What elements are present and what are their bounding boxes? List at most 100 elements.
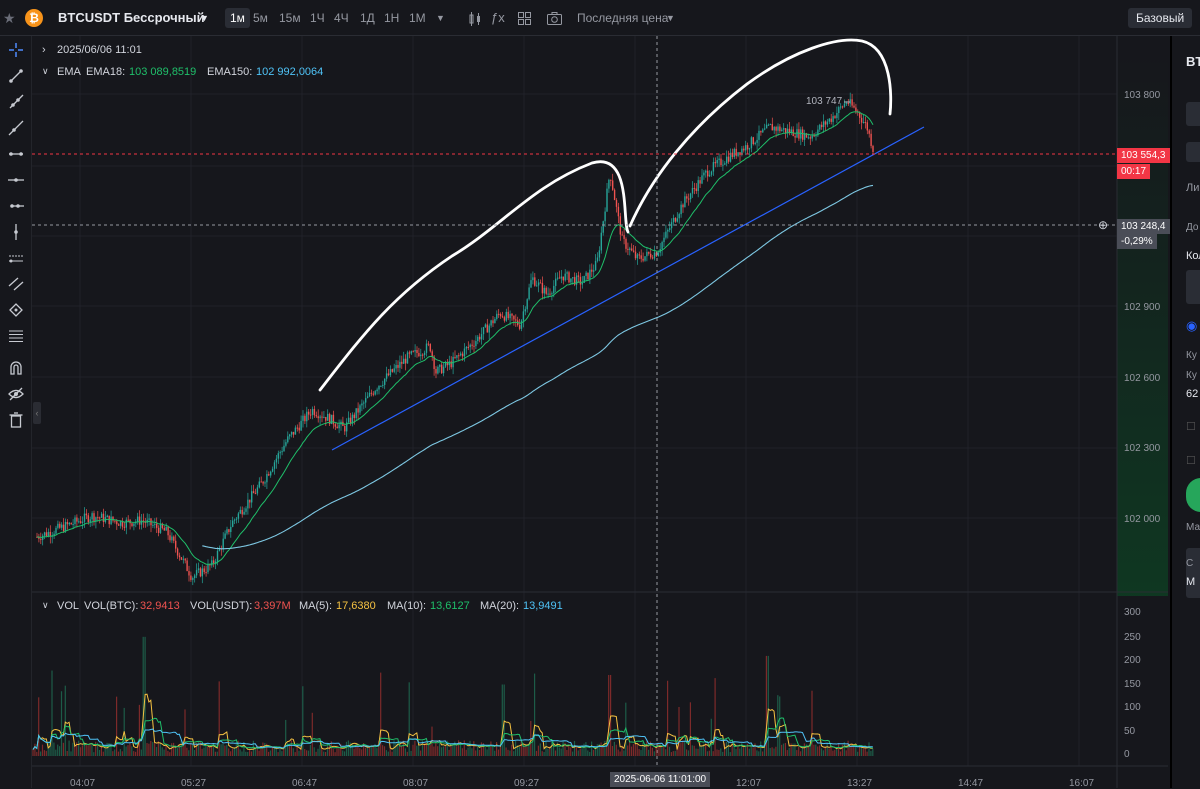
candle-body — [492, 320, 494, 324]
candle-body — [809, 137, 811, 139]
timeframe-1w[interactable]: 1Н — [384, 11, 400, 25]
extended-line-icon[interactable] — [6, 118, 26, 138]
volume-bar — [520, 740, 522, 756]
volume-bar — [193, 750, 196, 756]
candle-type-icon[interactable] — [468, 0, 482, 36]
fibonacci-icon[interactable] — [6, 326, 26, 346]
timeframe-1m[interactable]: 1м — [225, 8, 250, 28]
crosshair-icon[interactable] — [6, 40, 26, 60]
panel-input[interactable] — [1186, 270, 1200, 304]
volume-bar — [651, 747, 653, 756]
candle-body — [868, 130, 870, 134]
candle-body — [722, 164, 724, 166]
pitchfork-icon[interactable] — [6, 300, 26, 320]
legend-expand-icon[interactable]: › — [42, 44, 46, 56]
volume-bar — [872, 748, 874, 756]
volume-bar — [176, 748, 178, 756]
trend-line-icon[interactable] — [6, 66, 26, 86]
vol-indicator-name[interactable]: VOL — [57, 600, 80, 612]
chart-canvas[interactable] — [32, 36, 1168, 788]
horizontal-segment-icon[interactable] — [6, 144, 26, 164]
candle-body — [197, 568, 200, 571]
favorite-star-icon[interactable]: ★ — [3, 10, 16, 26]
volume-bar — [239, 749, 241, 756]
vol-collapse-icon[interactable]: ∨ — [42, 600, 49, 610]
volume-bar — [285, 719, 287, 756]
ema-collapse-icon[interactable]: ∨ — [42, 66, 49, 76]
price-range-icon[interactable] — [6, 248, 26, 268]
volume-bar — [828, 748, 830, 756]
candle-body — [365, 398, 367, 403]
hide-drawings-eye-icon[interactable] — [6, 384, 26, 404]
volume-bar — [72, 742, 74, 756]
symbol-selector[interactable]: BTCUSDT Бессрочный — [58, 10, 205, 25]
indicators-fx-icon[interactable]: ƒx — [491, 10, 505, 25]
candle-body — [252, 491, 255, 494]
panel-tab-box[interactable] — [1186, 102, 1200, 126]
candle-body — [72, 523, 74, 525]
timeframe-1mo[interactable]: 1М — [409, 11, 426, 25]
price-type-caret-icon[interactable]: ▼ — [666, 13, 675, 23]
volume-bar — [391, 751, 393, 756]
horizontal-ray-icon[interactable] — [6, 196, 26, 216]
volume-bar — [89, 743, 91, 756]
timeframe-15m[interactable]: 15м — [279, 11, 301, 25]
vertical-line-icon[interactable] — [6, 222, 26, 242]
candle-countdown: 00:17 — [1117, 164, 1151, 179]
timeframe-1h[interactable]: 1Ч — [310, 11, 325, 25]
time-tick: 12:07 — [736, 778, 762, 789]
price-type-dropdown[interactable]: Последняя цена — [577, 11, 669, 25]
layout-grid-icon[interactable] — [518, 0, 531, 36]
horizontal-line-icon[interactable] — [6, 170, 26, 190]
trash-icon[interactable] — [6, 410, 26, 430]
candle-body — [669, 228, 671, 230]
volume-bar — [216, 751, 218, 756]
timeframe-5m[interactable]: 5м — [253, 11, 268, 25]
ray-icon[interactable] — [6, 92, 26, 112]
parallel-channel-icon[interactable] — [6, 274, 26, 294]
volume-bar — [518, 746, 520, 756]
basic-view-button[interactable]: Базовый — [1128, 8, 1193, 28]
volume-bar — [252, 740, 254, 756]
candle-body — [317, 416, 319, 419]
volume-bar — [456, 746, 458, 756]
ema-indicator-name[interactable]: EMA — [57, 66, 81, 78]
volume-bar — [771, 747, 773, 756]
volume-bar — [334, 752, 336, 756]
add-alert-plus-icon[interactable]: ⊕ — [1098, 218, 1109, 232]
volume-bar — [423, 743, 425, 756]
volume-bar — [197, 741, 199, 756]
volume-bar — [497, 749, 500, 756]
checkbox-icon[interactable]: ☐ — [1186, 421, 1196, 433]
volume-bar — [404, 748, 406, 756]
volume-bar — [195, 742, 197, 756]
volume-bar — [159, 742, 161, 756]
timeframe-1d[interactable]: 1Д — [360, 11, 375, 25]
candle-body — [640, 255, 642, 259]
volume-bar — [226, 744, 228, 756]
candle-body — [621, 234, 623, 236]
candle-body — [112, 516, 114, 521]
buy-button[interactable] — [1186, 478, 1200, 512]
collapse-toolbar-handle[interactable]: ‹ — [33, 402, 41, 424]
candle-body — [384, 378, 386, 385]
candle-body — [537, 282, 540, 286]
candle-body — [707, 170, 709, 177]
more-timeframes-caret-icon[interactable]: ▼ — [436, 13, 445, 23]
ma5-label: MA(5): — [299, 600, 332, 612]
timeframe-4h[interactable]: 4Ч — [334, 11, 349, 25]
price-tick: 103 800 — [1124, 90, 1161, 101]
volume-bar — [703, 743, 705, 756]
chart-area[interactable]: › 2025/06/06 11:01 ∨ EMA EMA18: 103 089,… — [32, 36, 1170, 789]
caret-down-icon[interactable]: ▼ — [200, 13, 209, 23]
radio-icon[interactable]: ◉ — [1186, 318, 1198, 333]
candle-body — [536, 285, 538, 287]
camera-icon[interactable] — [547, 0, 562, 36]
panel-tab-box[interactable] — [1186, 142, 1200, 162]
candle-body — [501, 316, 504, 318]
panel-label: До — [1186, 222, 1199, 233]
checkbox-icon[interactable]: ☐ — [1186, 455, 1196, 467]
magnet-icon[interactable] — [6, 358, 26, 378]
candle-body — [399, 361, 401, 368]
bitcoin-coin-icon: ₿ — [25, 9, 43, 27]
